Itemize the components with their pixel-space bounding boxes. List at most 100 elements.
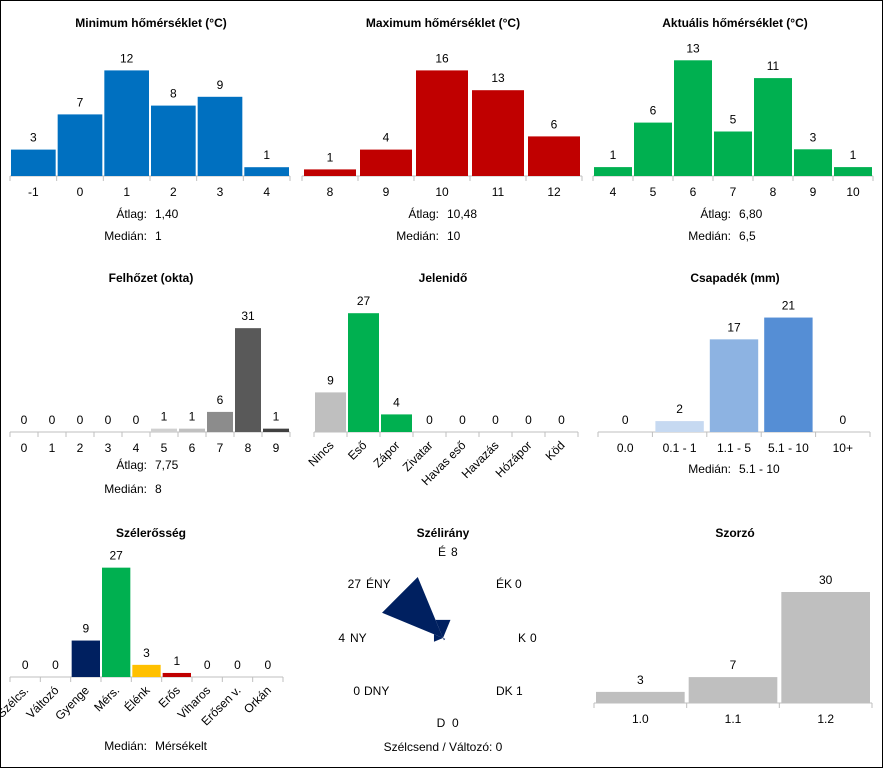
data-label: 3 xyxy=(30,131,37,145)
bar xyxy=(151,428,177,432)
stat-label: Átlag: xyxy=(116,206,147,221)
tick-label: 1.2 xyxy=(817,712,834,726)
bar xyxy=(472,90,524,176)
tick-label: 3 xyxy=(217,185,224,199)
direction-label: ÉK xyxy=(496,576,512,591)
chart-weather: Jelenidő9Nincs27Eső4Zápor0Zivatar0Havas … xyxy=(305,271,579,488)
tick-label: 10+ xyxy=(833,441,853,455)
direction-value: 27 xyxy=(348,577,362,591)
direction-value: 8 xyxy=(451,545,458,559)
tick-label: Hózápor xyxy=(493,438,535,480)
data-label: 1 xyxy=(850,148,857,162)
data-label: 0 xyxy=(525,413,532,427)
bar xyxy=(754,78,792,176)
bar xyxy=(244,167,289,176)
data-label: 17 xyxy=(727,320,741,334)
chart-title: Szorzó xyxy=(715,526,754,540)
data-label: 3 xyxy=(143,646,150,660)
bar xyxy=(709,339,759,432)
bar xyxy=(207,411,233,432)
tick-label: 4 xyxy=(133,441,140,455)
data-label: 1 xyxy=(189,410,196,424)
bar xyxy=(764,317,813,432)
tick-label: Mérs. xyxy=(91,683,122,714)
bar xyxy=(104,70,149,176)
tick-label: 8 xyxy=(245,441,252,455)
stat-value: 1 xyxy=(155,229,162,243)
data-label: 11 xyxy=(767,59,780,73)
stat-label: Medián: xyxy=(104,739,147,753)
data-label: 0 xyxy=(459,413,466,427)
stat-value: 5.1 - 10 xyxy=(739,462,780,476)
tick-label: 9 xyxy=(273,441,280,455)
data-label: 31 xyxy=(241,309,255,323)
tick-label: 10 xyxy=(846,185,860,199)
data-label: 0 xyxy=(839,413,846,427)
data-label: 0 xyxy=(105,413,112,427)
bar xyxy=(304,169,356,176)
data-label: 0 xyxy=(204,658,211,672)
data-label: 6 xyxy=(217,393,224,407)
data-label: 0 xyxy=(77,413,84,427)
data-label: 0 xyxy=(22,658,29,672)
direction-label: DNY xyxy=(364,684,389,698)
direction-label: ÉNY xyxy=(366,576,391,591)
bar xyxy=(781,592,870,703)
chart-title: Minimum hőmérséklet (°C) xyxy=(75,16,227,30)
tick-label: 12 xyxy=(547,185,561,199)
stat-value: 7,75 xyxy=(155,458,179,472)
tick-label: 9 xyxy=(383,185,390,199)
rose-wedge xyxy=(433,634,443,642)
stat-value: 10 xyxy=(447,229,461,243)
tick-label: 1.0 xyxy=(632,712,649,726)
data-label: 0 xyxy=(133,413,140,427)
rose-wedge xyxy=(435,619,451,638)
tick-label: 2 xyxy=(170,185,177,199)
bar xyxy=(596,691,685,703)
chart-title: Csapadék (mm) xyxy=(690,271,779,285)
bar xyxy=(714,131,752,176)
bar xyxy=(57,114,103,176)
tick-label: 8 xyxy=(770,185,777,199)
chart-cloud: Felhőzet (okta) 0 0 0 1 0 2 0 3 0 4 1 5 1 6 6 7 31 8 1 9 Átla… xyxy=(9,271,291,496)
tick-label: Zápor xyxy=(371,438,403,470)
stat-value: 1,40 xyxy=(155,207,179,221)
bar xyxy=(674,60,712,176)
data-label: 0 xyxy=(492,413,499,427)
data-label: 3 xyxy=(810,130,817,144)
bar xyxy=(71,640,100,677)
stat-value: 10,48 xyxy=(447,207,477,221)
data-label: 4 xyxy=(383,131,390,145)
tick-label: 7 xyxy=(217,441,224,455)
data-label: 1 xyxy=(173,654,180,668)
direction-label: NY xyxy=(350,631,367,645)
bar xyxy=(263,428,289,432)
chart-title: Szélerősség xyxy=(116,526,186,540)
tick-label: 1.1 xyxy=(725,712,742,726)
tick-label: 0.0 xyxy=(617,441,634,455)
data-label: 0 xyxy=(52,658,59,672)
chart-multiplier: Szorzó 3 1.0 7 1.1 30 1.2 xyxy=(593,526,873,726)
data-label: 16 xyxy=(435,51,449,65)
data-label: 0 xyxy=(426,413,433,427)
bar xyxy=(688,677,778,703)
chart-title: Aktuális hőmérséklet (°C) xyxy=(662,16,808,30)
data-label: 30 xyxy=(819,573,833,587)
rose-wedge xyxy=(382,577,443,638)
stat-label: Medián: xyxy=(104,482,147,496)
stat-label: Átlag: xyxy=(700,206,731,221)
bar xyxy=(834,167,872,176)
bar xyxy=(528,136,580,176)
bar xyxy=(381,414,412,432)
direction-value: 0 xyxy=(530,631,537,645)
stat-label: Medián: xyxy=(396,229,439,243)
tick-label: 9 xyxy=(810,185,817,199)
chart-title: Maximum hőmérséklet (°C) xyxy=(366,16,520,30)
stat-label: Medián: xyxy=(104,229,147,243)
tick-label: 2 xyxy=(77,441,84,455)
tick-label: 0.1 - 1 xyxy=(663,441,697,455)
tick-label: 10 xyxy=(435,185,449,199)
data-label: 1 xyxy=(610,148,617,162)
bar xyxy=(11,149,56,176)
